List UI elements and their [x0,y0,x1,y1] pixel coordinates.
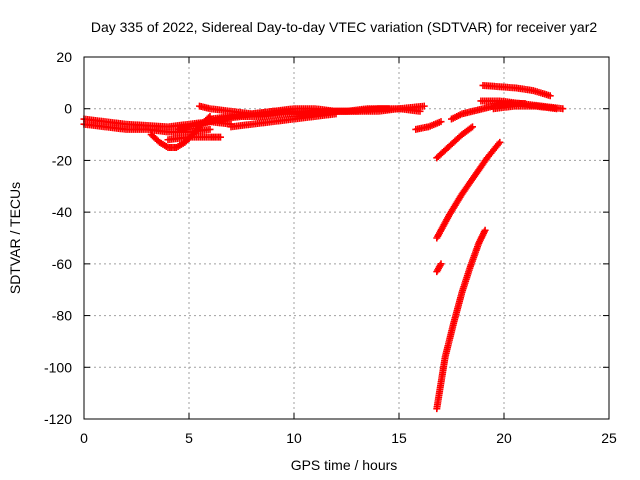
data-marks [80,81,567,413]
data-point [420,102,428,110]
x-axis-ticks: 0 5 10 15 20 25 [80,57,617,446]
x-tick-label: 10 [286,430,302,446]
data-track [412,118,445,133]
data-point [416,107,424,115]
data-track [227,110,340,131]
data-track [164,133,224,144]
chart-title: Day 335 of 2022, Sidereal Day-to-day VTE… [91,19,597,35]
y-tick-label: 20 [56,49,72,65]
data-point [553,105,560,113]
data-point [496,138,504,146]
data-point [332,110,340,118]
y-tick-label: -80 [52,308,72,324]
x-tick-label: 5 [185,430,193,446]
data-point [469,123,476,131]
x-axis-label: GPS time / hours [291,457,398,473]
plot-frame [83,56,610,420]
data-point [206,125,214,133]
data-track [433,260,445,276]
data-point [467,124,475,132]
data-track [490,102,560,113]
x-tick-label: 15 [391,430,407,446]
data-track [433,226,489,413]
data-point [437,260,445,268]
data-track [433,138,504,242]
x-tick-label: 25 [601,430,617,446]
y-tick-label: 0 [64,101,72,117]
data-point [437,118,445,126]
y-axis-label: SDTVAR / TECUs [7,182,23,294]
y-tick-label: -100 [44,359,72,375]
y-tick-label: -60 [52,256,72,272]
y-axis-ticks: -120 -100 -80 -60 -40 -20 0 20 [44,49,609,427]
y-tick-label: -120 [44,411,72,427]
x-tick-label: 20 [496,430,512,446]
data-point [559,105,567,113]
data-track [433,123,476,162]
x-tick-label: 0 [80,430,88,446]
data-track [206,105,424,123]
data-point [217,133,224,141]
y-tick-label: -40 [52,204,72,220]
data-point [546,92,554,100]
y-tick-label: -20 [52,152,72,168]
data-point [481,226,489,234]
data-track [479,81,554,100]
